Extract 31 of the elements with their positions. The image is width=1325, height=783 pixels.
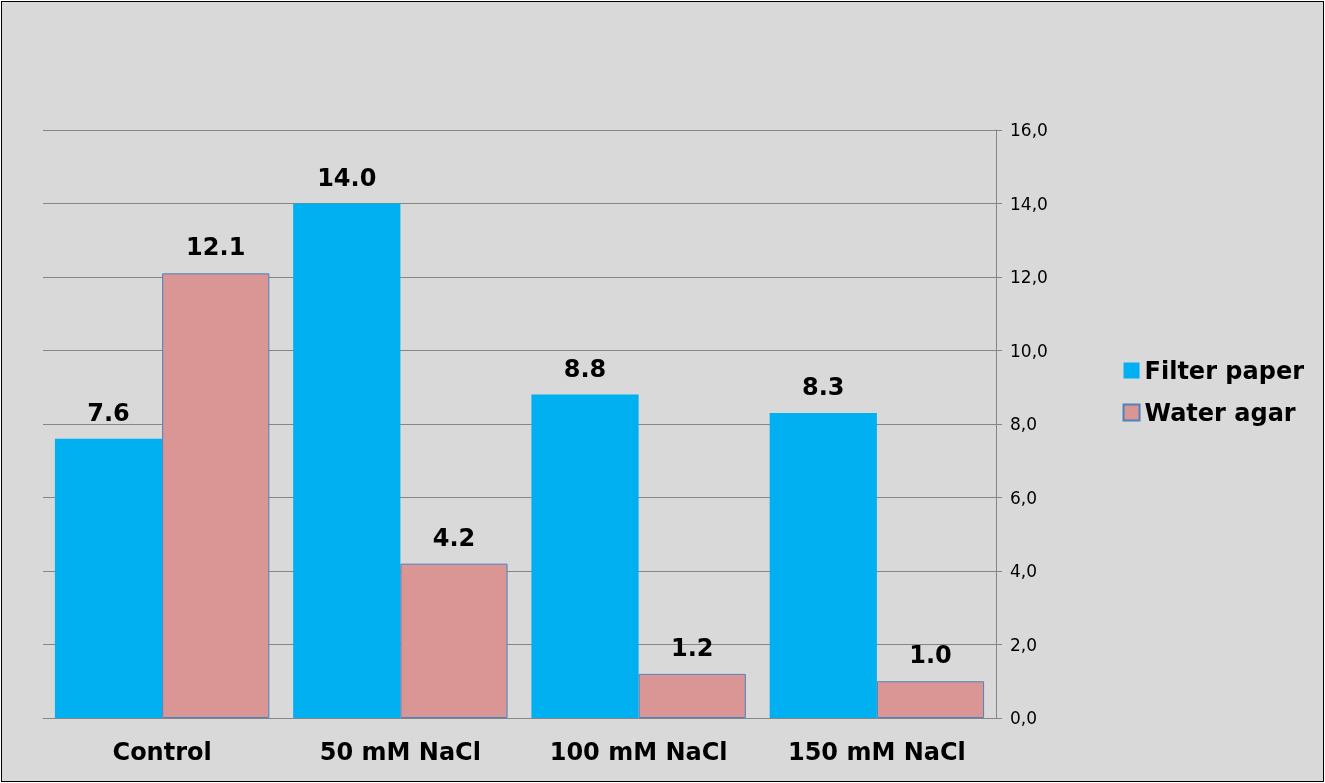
x-tick-label: 50 mM NaCl [319,738,481,766]
y-tick-label: 0,0 [1010,708,1038,728]
x-tick-label: Control [112,738,212,766]
bar [531,394,639,718]
bar [638,673,746,718]
data-label: 7.6 [87,398,130,427]
y-tick-label: 6,0 [1010,487,1038,508]
bar [400,563,508,718]
data-label: 8.3 [802,372,845,401]
bar [769,412,877,718]
data-label: 8.8 [563,354,607,383]
y-tick-label: 12,0 [1010,267,1048,287]
y-tick-label: 2,0 [1010,634,1038,655]
x-tick-label: 100 mM NaCl [549,738,728,766]
bar [54,438,163,718]
data-label: 4.2 [432,523,476,552]
y-tick-label: 16,0 [1010,120,1048,140]
legend-label: Filter paper [1144,356,1305,385]
y-tick-label: 14,0 [1010,193,1048,214]
data-label: 12.1 [186,233,246,262]
y-tick-label: 10,0 [1010,340,1048,361]
x-tick-label: 150 mM NaCl [787,738,966,766]
bar [162,273,270,718]
data-label: 1.2 [670,633,714,662]
legend-label: Water agar [1144,398,1296,427]
bar [876,681,985,718]
bar [293,203,401,718]
y-tick-label: 8,0 [1010,414,1038,434]
data-label: 14.0 [317,163,377,192]
data-label: 1.0 [909,641,952,670]
y-tick-label: 4,0 [1010,561,1038,581]
